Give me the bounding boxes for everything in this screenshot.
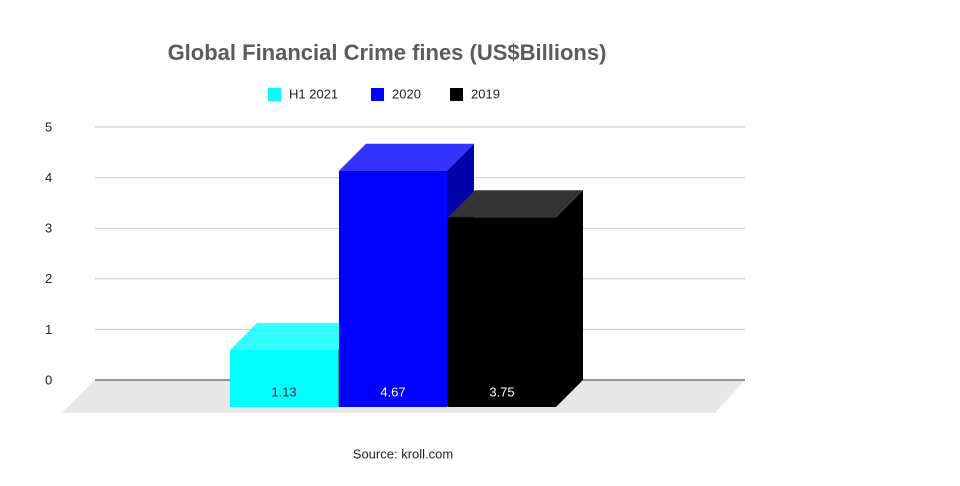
legend-label: 2020 (392, 86, 421, 101)
y-tick-label: 0 (45, 372, 52, 387)
y-tick-label: 5 (45, 119, 52, 134)
bar-top (230, 322, 365, 350)
data-label: 1.13 (271, 384, 296, 399)
legend-swatch (268, 88, 281, 101)
bar-top (448, 190, 583, 218)
legend-label: 2019 (471, 86, 500, 101)
bar-side (556, 190, 583, 407)
legend-swatch (371, 88, 384, 101)
y-tick-label: 3 (45, 221, 52, 236)
bar-top (339, 143, 474, 171)
source-note: Source: kroll.com (353, 446, 453, 461)
bar: 3.75 (448, 190, 583, 407)
chart-title: Global Financial Crime fines (US$Billion… (168, 40, 607, 65)
bar-front (230, 349, 338, 407)
data-label: 4.67 (380, 384, 405, 399)
y-tick-label: 2 (45, 271, 52, 286)
bar-front (339, 170, 447, 407)
data-label: 3.75 (489, 384, 514, 399)
y-tick-label: 1 (45, 322, 52, 337)
bar-front (448, 217, 556, 407)
y-tick-label: 4 (45, 170, 52, 185)
legend-swatch (450, 88, 463, 101)
legend-label: H1 2021 (289, 86, 338, 101)
